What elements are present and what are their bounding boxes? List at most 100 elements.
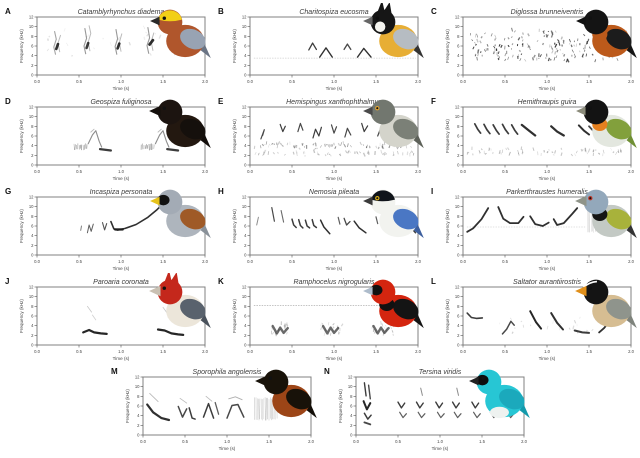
spectrogram-figure-M: M Sporophila angolensis 0 2 4 6 8 10 12 0.0 0.5 1.0… <box>111 367 317 451</box>
song-noise <box>331 326 335 329</box>
song-noise <box>285 331 288 335</box>
song-element <box>482 123 491 135</box>
song-noise <box>553 56 555 61</box>
song-noise <box>294 144 297 148</box>
song-noise <box>338 153 341 156</box>
song-noise <box>312 143 315 146</box>
song-noise <box>588 46 591 49</box>
x-tick-label: 1.0 <box>118 79 124 84</box>
song-noise <box>381 152 384 156</box>
song-noise <box>580 148 583 152</box>
panel-letter: G <box>5 187 11 196</box>
spectrogram-figure-G: G Incaspiza personata 0 2 4 6 8 10 12 0.0 0.5 1.0 1.… <box>5 187 211 271</box>
song-noise <box>521 43 523 46</box>
song-noise <box>158 34 161 39</box>
y-tick-label: 4 <box>31 53 34 58</box>
y-tick-label: 10 <box>348 384 353 389</box>
x-axis-label: Time (s) <box>112 86 129 91</box>
song-noise <box>560 152 563 156</box>
song-element <box>202 402 215 419</box>
y-tick-label: 12 <box>28 15 33 20</box>
spectrogram-figure-D: D Geospiza fuliginosa 0 2 4 6 8 10 12 0.0 0.5 1.0 1.… <box>5 97 211 181</box>
bird-head <box>583 9 608 35</box>
y-tick-label: 6 <box>31 314 34 319</box>
song-noise <box>547 57 550 62</box>
song-noise <box>385 327 388 332</box>
bird-eye <box>162 16 166 20</box>
song-noise <box>587 148 590 153</box>
panel-K: K Ramphocelus nigrogularis 0 2 4 6 8 10 12 0.0 0.5… <box>214 273 427 363</box>
song-noise <box>47 35 50 38</box>
panel-letter: J <box>5 277 9 286</box>
y-tick-label: 6 <box>137 404 140 409</box>
song-noise <box>144 31 147 34</box>
song-noise <box>582 33 585 37</box>
song-noise <box>339 141 342 147</box>
species-title: Diglossa brunneiventris <box>510 9 583 16</box>
panel-row: G Incaspiza personata 0 2 4 6 8 10 12 0.0 0.5 1.0 1.… <box>0 183 640 273</box>
bird-crest <box>163 270 172 283</box>
song-noise <box>271 331 274 335</box>
song-noise <box>572 44 575 47</box>
x-axis-label: Time (s) <box>538 356 555 361</box>
song-noise <box>521 151 524 155</box>
bird-bill <box>255 375 267 387</box>
song-noise <box>476 53 479 57</box>
song-noise <box>328 143 330 148</box>
song-noise <box>470 39 473 42</box>
y-tick-label: 12 <box>454 15 459 20</box>
song-noise <box>493 34 497 39</box>
x-tick-label: 1.5 <box>160 169 166 174</box>
song-element <box>255 216 259 226</box>
bird-wing <box>605 118 632 140</box>
song-noise <box>314 143 317 147</box>
bird-bill <box>149 196 160 206</box>
song-element <box>98 147 112 152</box>
bird-illustration <box>149 189 211 239</box>
song-noise <box>301 142 304 146</box>
song-noise <box>267 151 269 155</box>
y-tick-label: 8 <box>457 304 460 309</box>
y-tick-label: 0 <box>31 253 34 258</box>
song-noise <box>292 145 295 149</box>
song-noise <box>117 36 120 41</box>
y-axis-label: Frequency (kHz) <box>445 119 450 153</box>
y-tick-label: 10 <box>454 204 459 209</box>
y-tick-label: 8 <box>31 214 34 219</box>
song-element <box>81 328 108 336</box>
song-noise <box>548 44 550 48</box>
song-element <box>491 124 500 135</box>
song-noise <box>253 145 255 150</box>
x-tick-label: 1.0 <box>224 439 230 444</box>
song-noise <box>338 328 340 332</box>
panel-N: N Tersina viridis 0 2 4 6 8 10 12 0.0 0.5 1.0 1.5 2.0… <box>320 363 533 453</box>
species-title: Nemosia pileata <box>308 189 358 196</box>
bird-bill <box>148 285 160 297</box>
x-tick-label: 2.0 <box>628 349 634 354</box>
y-tick-label: 10 <box>241 204 246 209</box>
song-noise <box>518 49 521 53</box>
song-noise <box>277 141 280 145</box>
song-noise <box>337 331 340 335</box>
song-element <box>337 216 341 225</box>
x-tick-label: 2.0 <box>628 79 634 84</box>
panel-letter: B <box>218 7 224 16</box>
x-tick-label: 2.0 <box>202 259 208 264</box>
song-noise <box>520 53 522 56</box>
song-noise <box>285 323 288 328</box>
song-element <box>280 209 284 223</box>
song-noise <box>553 43 557 48</box>
x-tick-label: 1.0 <box>544 169 550 174</box>
song-element <box>371 324 390 335</box>
bird-bill <box>362 106 373 116</box>
song-element <box>179 397 188 404</box>
bird-pupil <box>375 107 378 110</box>
species-title: Saltator aurantiirostris <box>512 279 581 286</box>
song-noise <box>46 48 49 52</box>
song-noise <box>497 51 500 54</box>
song-noise <box>267 145 269 148</box>
song-noise <box>283 326 286 330</box>
song-noise <box>483 32 486 35</box>
y-tick-label: 8 <box>244 214 247 219</box>
x-tick-label: 1.5 <box>160 349 166 354</box>
